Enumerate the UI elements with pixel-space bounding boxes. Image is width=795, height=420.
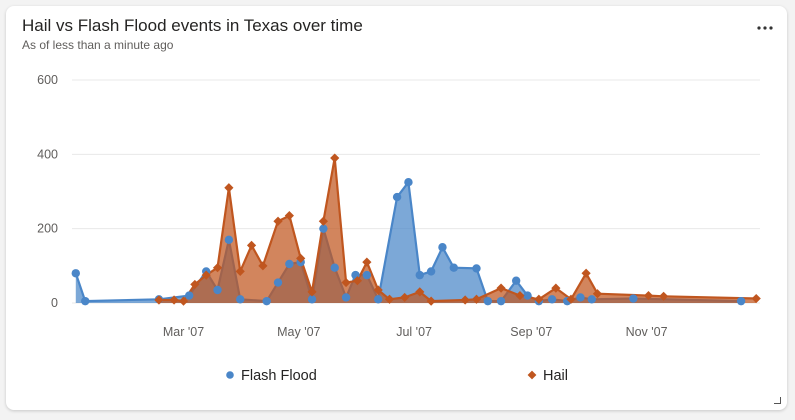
data-point xyxy=(154,295,164,305)
data-point xyxy=(235,266,245,277)
data-point xyxy=(483,296,493,306)
data-point xyxy=(415,287,425,297)
data-point xyxy=(496,296,506,306)
data-point xyxy=(246,240,257,250)
y-tick-label: 400 xyxy=(37,147,58,161)
data-point xyxy=(472,264,481,273)
data-point xyxy=(284,211,294,221)
series-area xyxy=(75,182,742,303)
data-point xyxy=(426,267,436,276)
data-point xyxy=(212,263,223,273)
chart-subtitle: As of less than a minute ago xyxy=(22,38,174,52)
legend-label: Hail xyxy=(543,368,568,384)
data-point xyxy=(404,178,413,187)
x-tick-label: Nov '07 xyxy=(626,325,668,339)
data-point xyxy=(373,295,383,304)
data-point xyxy=(534,294,544,304)
x-tick-label: Sep '07 xyxy=(510,325,552,339)
data-point xyxy=(449,263,459,272)
series-markers xyxy=(71,153,761,306)
legend-marker xyxy=(226,371,234,379)
data-point xyxy=(201,270,211,280)
data-point xyxy=(262,296,271,306)
data-point xyxy=(496,283,506,293)
legend: Flash Flood Hail xyxy=(226,368,568,384)
series-areas xyxy=(74,156,757,303)
data-point xyxy=(296,253,306,263)
x-axis: Mar '07 May '07 Jul '07 Sep '07 Nov '07 xyxy=(163,325,668,339)
chart-title: Hail vs Flash Flood events in Texas over… xyxy=(22,16,363,35)
data-point xyxy=(273,278,283,287)
data-point xyxy=(736,296,746,306)
data-point xyxy=(81,296,90,306)
data-point xyxy=(643,290,654,301)
data-point xyxy=(258,261,268,271)
data-point xyxy=(236,295,245,304)
data-point xyxy=(307,295,317,304)
data-point xyxy=(178,296,189,306)
data-point xyxy=(285,259,294,269)
data-point xyxy=(190,279,200,290)
data-point xyxy=(426,296,436,306)
y-tick-label: 200 xyxy=(37,222,58,236)
x-tick-label: May '07 xyxy=(277,325,320,339)
data-point xyxy=(362,257,372,267)
data-point xyxy=(169,295,179,305)
x-tick-label: Mar '07 xyxy=(163,325,204,339)
more-options-icon[interactable] xyxy=(755,18,775,38)
data-point xyxy=(592,289,603,299)
data-point xyxy=(629,294,638,303)
resize-handle-icon[interactable] xyxy=(774,397,781,404)
data-point xyxy=(330,263,339,272)
data-point xyxy=(587,295,596,304)
data-point xyxy=(523,291,532,300)
data-point xyxy=(273,216,283,226)
x-tick-label: Jul '07 xyxy=(396,325,432,339)
data-point xyxy=(352,276,363,286)
data-point xyxy=(581,268,591,278)
data-point xyxy=(438,243,447,252)
data-point xyxy=(551,283,561,293)
y-tick-label: 0 xyxy=(51,296,58,310)
data-point xyxy=(330,153,340,163)
data-point xyxy=(362,270,372,280)
data-point xyxy=(392,192,402,202)
data-point xyxy=(576,293,585,302)
data-point xyxy=(318,216,328,226)
data-point xyxy=(515,290,525,301)
data-point xyxy=(224,235,234,245)
legend-marker xyxy=(527,370,537,380)
data-point xyxy=(547,295,557,304)
data-point xyxy=(373,285,383,295)
data-point xyxy=(71,269,80,278)
data-point xyxy=(566,294,576,304)
data-point xyxy=(511,276,521,285)
data-point xyxy=(415,270,424,280)
data-point xyxy=(471,294,482,304)
data-point xyxy=(751,293,761,304)
y-tick-label: 600 xyxy=(37,73,58,87)
data-point xyxy=(307,287,317,297)
y-axis: 0 200 400 600 xyxy=(37,73,58,310)
data-point xyxy=(341,293,351,302)
data-point xyxy=(213,285,222,295)
data-point xyxy=(400,292,410,303)
data-point xyxy=(659,291,669,301)
data-point xyxy=(384,294,395,304)
data-point xyxy=(319,224,328,233)
data-point xyxy=(460,295,470,305)
data-point xyxy=(224,183,234,193)
data-point xyxy=(341,277,351,288)
legend-label: Flash Flood xyxy=(241,368,317,384)
data-point xyxy=(184,291,194,300)
